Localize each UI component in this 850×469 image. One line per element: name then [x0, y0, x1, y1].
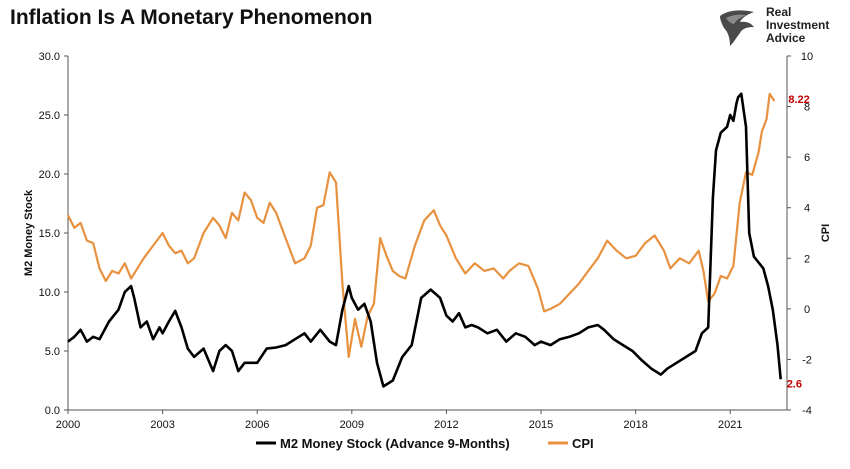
right-tick-label: -4	[802, 405, 812, 417]
left-tick-label: 20.0	[39, 169, 60, 181]
x-tick-label: 2003	[150, 419, 174, 431]
x-tick-label: 2000	[56, 419, 80, 431]
right-tick-label: 10	[801, 51, 813, 63]
right-axis-ticks: -4 -2 0 2 4 6 8 10	[787, 51, 813, 417]
left-tick-label: 0.0	[45, 405, 60, 417]
cpi-line	[67, 92, 776, 358]
brand-logo: Real Investment Advice	[716, 6, 844, 50]
right-tick-label: 8	[804, 102, 810, 114]
plot-area	[67, 56, 788, 411]
right-tick-label: 2	[804, 253, 810, 265]
series-layer	[67, 92, 782, 388]
x-tick-label: 2015	[529, 419, 553, 431]
chart-title: Inflation Is A Monetary Phenomenon	[10, 6, 373, 29]
legend-label-m2: M2 Money Stock (Advance 9-Months)	[280, 436, 510, 451]
x-tick-label: 2021	[718, 419, 742, 431]
x-tick-label: 2006	[245, 419, 269, 431]
left-tick-label: 5.0	[45, 346, 60, 358]
legend-label-cpi: CPI	[572, 436, 594, 451]
left-axis-ticks: 0.0 5.0 10.0 15.0 20.0 25.0 30.0	[39, 51, 68, 417]
left-tick-label: 10.0	[39, 287, 60, 299]
legend: M2 Money Stock (Advance 9-Months) CPI	[256, 436, 594, 451]
left-tick-label: 25.0	[39, 110, 60, 122]
left-axis-title: M2 Money Stock	[23, 189, 35, 276]
right-tick-label: 0	[804, 304, 810, 316]
right-tick-label: 4	[804, 203, 810, 215]
right-axis-title: CPI	[820, 224, 832, 242]
m2-value-label: 2.6	[787, 378, 802, 390]
eagle-icon	[720, 10, 754, 47]
x-tick-label: 2009	[340, 419, 364, 431]
m2-line	[67, 92, 782, 388]
x-tick-label: 2012	[434, 419, 458, 431]
right-tick-label: -2	[802, 354, 812, 366]
left-tick-label: 15.0	[39, 228, 60, 240]
x-tick-label: 2018	[623, 419, 647, 431]
x-axis-ticks: 2000 2003 2006 2009 2012 2015 2018 2021	[56, 410, 742, 431]
brand-name: Real Investment Advice	[766, 5, 830, 45]
right-tick-label: 6	[804, 152, 810, 164]
annotation-layer: 8.22 2.6	[787, 94, 810, 390]
left-tick-label: 30.0	[39, 51, 60, 63]
cpi-value-label: 8.22	[788, 94, 809, 106]
